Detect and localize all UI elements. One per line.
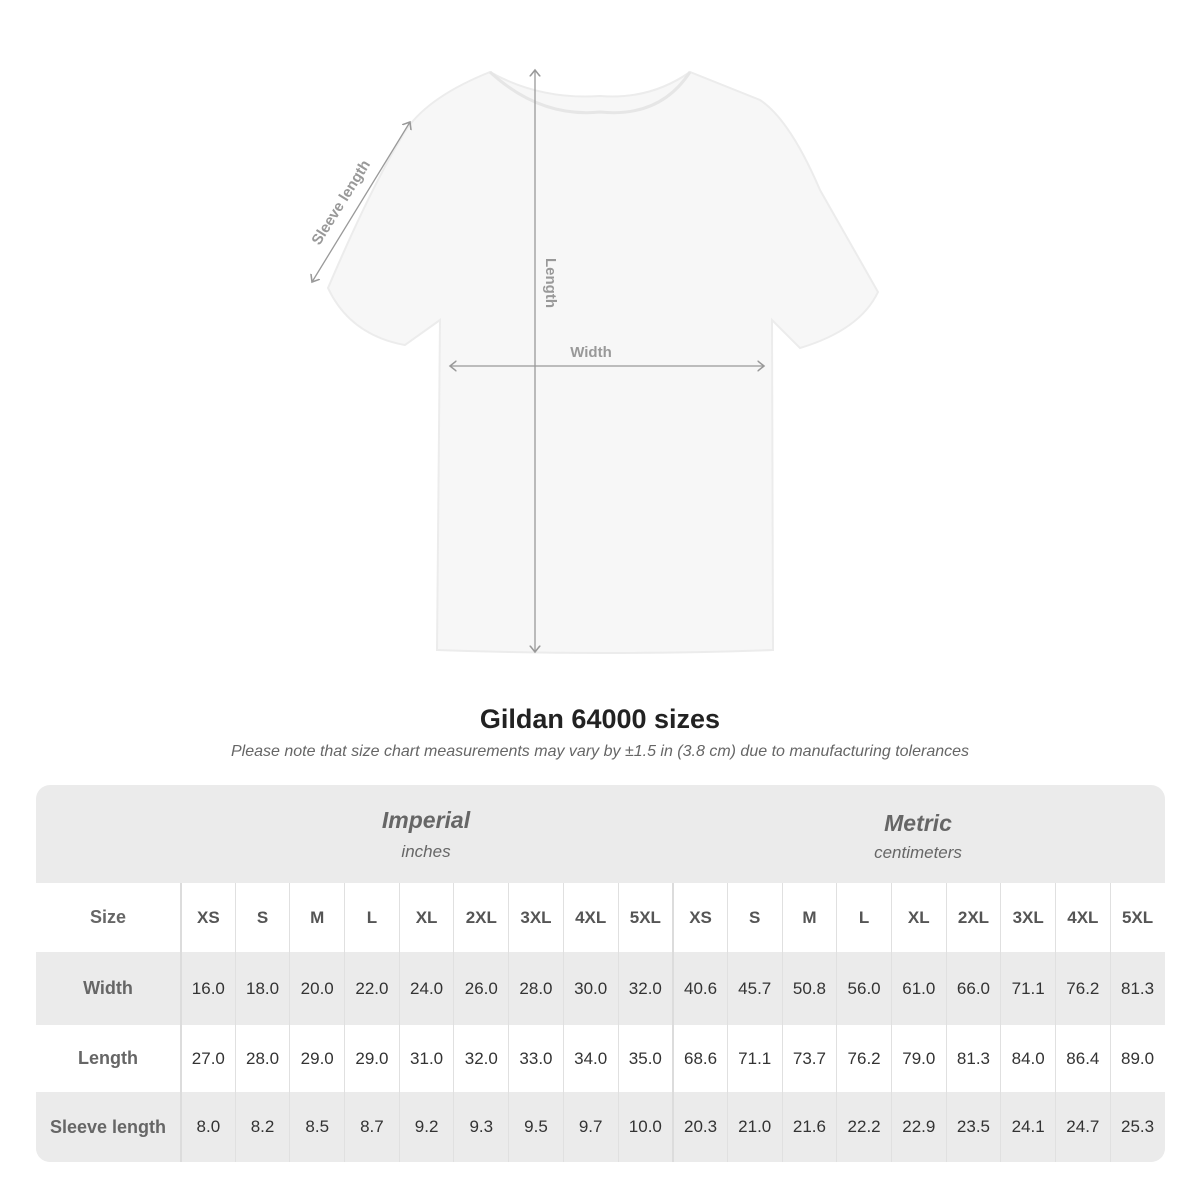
value-cell: 9.7 [562,1092,618,1162]
value-cell: 31.0 [398,1025,454,1092]
value-cell: 40.6 [672,952,727,1025]
width-label: Width [570,344,612,361]
value-cell: 20.0 [289,952,344,1025]
metric-header: Metric centimeters [672,785,1164,883]
value-cell: 28.0 [234,1025,290,1092]
value-cell: 20.3 [672,1092,727,1162]
sleeve-arrow [312,122,410,282]
value-cell: 24.1 [1000,1092,1055,1162]
value-cell: 8.7 [344,1092,399,1162]
value-cell: 9.2 [398,1092,454,1162]
value-cell: 61.0 [890,952,946,1025]
page-title: Gildan 64000 sizes [479,704,721,734]
value-cell: 71.1 [1000,952,1055,1025]
length-label: Length [542,258,559,308]
value-cell: 26.0 [453,952,508,1025]
size-header-cell: L [836,883,891,952]
row-label: Length [78,1048,138,1068]
value-cell: 84.0 [1000,1025,1055,1092]
value-cell: 66.0 [945,952,1001,1025]
value-cell: 27.0 [180,1025,235,1092]
value-cell: 29.0 [344,1025,399,1092]
metric-unit: centimeters [874,843,962,862]
value-cell: 28.0 [508,952,563,1025]
value-cell: 32.0 [453,1025,508,1092]
value-cell: 16.0 [180,952,235,1025]
size-row-label: Size [89,907,127,927]
value-cell: 18.0 [234,952,290,1025]
imperial-label: Imperial [381,807,471,833]
value-cell: 21.0 [726,1092,782,1162]
value-cell: 33.0 [508,1025,563,1092]
value-cell: 79.0 [890,1025,946,1092]
value-cell: 21.6 [781,1092,837,1162]
value-cell: 24.7 [1055,1092,1110,1162]
tshirt-diagram: Sleeve length Length Width [308,0,880,654]
value-cell: 8.2 [234,1092,290,1162]
size-header-cell: L [344,883,399,952]
size-header-cell: 4XL [1055,883,1110,952]
value-cell: 22.9 [890,1092,946,1162]
value-cell: 8.0 [180,1092,235,1162]
value-cell: 22.0 [344,952,399,1025]
size-header-cell: 3XL [508,883,563,952]
imperial-unit: inches [401,842,451,861]
tolerance-note: Please note that size chart measurements… [230,743,970,760]
value-cell: 35.0 [617,1025,673,1092]
size-header-cell: XL [890,883,946,952]
value-cell: 34.0 [562,1025,618,1092]
value-cell: 71.1 [726,1025,782,1092]
size-header-cell: S [726,883,782,952]
size-header-cell: XL [398,883,454,952]
size-header-cell: M [781,883,837,952]
value-cell: 24.0 [398,952,454,1025]
size-header-cell: 3XL [1000,883,1055,952]
value-cell: 86.4 [1055,1025,1110,1092]
value-cell: 30.0 [562,952,618,1025]
row-label: Sleeve length [49,1116,167,1137]
size-header-cell: 5XL [1109,883,1165,952]
value-cell: 45.7 [726,952,782,1025]
value-cell: 56.0 [836,952,891,1025]
value-cell: 76.2 [1055,952,1110,1025]
value-cell: 8.5 [289,1092,344,1162]
table-row: Width 16.0 18.0 20.0 22.0 24.0 26.0 28.0 30.0 32.… [36,952,1165,1025]
metric-label: Metric [884,810,952,836]
size-header-cell: 4XL [562,883,618,952]
size-header-cell: S [234,883,290,952]
row-label: Width [83,978,133,998]
value-cell: 81.3 [945,1025,1001,1092]
value-cell: 32.0 [617,952,673,1025]
value-cell: 76.2 [836,1025,891,1092]
value-cell: 68.6 [672,1025,727,1092]
size-header-cell: M [289,883,344,952]
value-cell: 81.3 [1109,952,1165,1025]
size-header-cell: 2XL [945,883,1001,952]
table-row: Length 27.0 28.0 29.0 29.0 31.0 32.0 33.0 34.0 35… [36,1025,1165,1092]
value-cell: 29.0 [289,1025,344,1092]
size-header-cell: 5XL [617,883,673,952]
value-cell: 9.5 [508,1092,563,1162]
imperial-header: Imperial inches [180,785,672,883]
value-cell: 10.0 [617,1092,673,1162]
size-header-cell: XS [180,883,235,952]
value-cell: 50.8 [781,952,837,1025]
value-cell: 9.3 [453,1092,508,1162]
value-cell: 25.3 [1109,1092,1165,1162]
value-cell: 73.7 [781,1025,837,1092]
table-row: Sleeve length 8.0 8.2 8.5 8.7 9.2 9.3 9.5 9.7 10.… [36,1092,1165,1162]
size-header-cell: XS [672,883,727,952]
value-cell: 22.2 [836,1092,891,1162]
size-table: Imperial inches Metric centimeters Size X… [36,785,1165,1162]
value-cell: 89.0 [1109,1025,1165,1092]
size-header-cell: 2XL [453,883,508,952]
value-cell: 23.5 [945,1092,1001,1162]
size-row: Size XS S M L XL 2XL 3XL 4XL 5XL XS S M L XL 2XL 3XL 4XL 5… [36,883,1165,952]
tshirt-shape [326,70,880,654]
